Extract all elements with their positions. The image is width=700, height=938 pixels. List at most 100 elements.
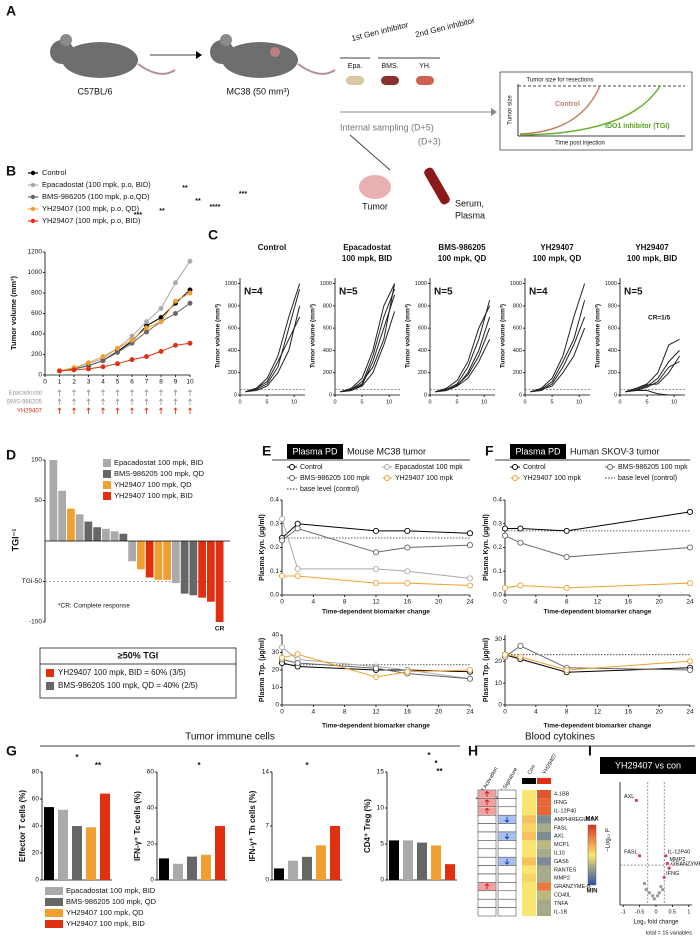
x-tick-label: 0 [523, 399, 526, 405]
sampling-label: Internal sampling (D+5) [340, 122, 434, 132]
bar [93, 527, 101, 541]
header-box [510, 444, 566, 459]
series-line [504, 535, 691, 558]
legend-swatch [30, 170, 36, 176]
pill [381, 76, 399, 85]
y-axis-label: Tumor volume (mm³) [595, 304, 602, 368]
dosing-arrow [159, 398, 163, 405]
y-tick-label: 10 [272, 684, 280, 691]
dosing-arrow [130, 407, 134, 414]
series-line-point [115, 350, 120, 355]
series-line-point [372, 549, 380, 556]
mouse-tail [297, 63, 336, 75]
legend-label: BMS-986205 100 mpk, QD [114, 469, 205, 478]
y-axis-label: Tumor volume (mm³) [500, 304, 507, 368]
y-tick-label: 1000 [605, 281, 617, 287]
x-tick-label: 5 [456, 399, 459, 405]
y-tick-label: 800 [323, 303, 332, 309]
tube-icon [424, 167, 450, 205]
y-tick-label: 30 [495, 636, 503, 643]
cr-label: CR=1/5 [648, 315, 671, 322]
y-tick-label: 10 [495, 680, 503, 687]
animal-line [340, 283, 396, 393]
point [647, 891, 652, 895]
series-line-point [187, 340, 193, 346]
inset-curve [519, 85, 601, 135]
legend-swatch [384, 464, 390, 470]
bar [137, 541, 145, 570]
point-label: GRANZYME-B [671, 862, 700, 868]
row-label: FASL [554, 825, 567, 831]
y-tick-label: 40 [147, 805, 155, 812]
summary-box [39, 647, 237, 699]
legend-swatch [512, 464, 518, 470]
x-tick-label: 10 [186, 379, 194, 386]
x-tick-label: 0 [333, 399, 336, 405]
panel-letter: B [6, 163, 16, 179]
series-line-point [187, 300, 193, 306]
bar [159, 858, 169, 880]
series-line [504, 582, 691, 589]
legend-label: BMS-986205 100 mpk [300, 475, 370, 482]
series-line-point [466, 530, 474, 537]
significance: * [427, 751, 431, 760]
side-cell [497, 898, 517, 908]
y-tick-label: 0.3 [493, 520, 502, 527]
y-tick-label: 0 [519, 392, 522, 398]
dosing-arrow [57, 389, 62, 396]
legend-swatch [45, 887, 63, 895]
dosing-arrow [57, 398, 62, 405]
legend-swatch [512, 475, 518, 481]
header: Human SKOV-3 tumor [570, 446, 660, 456]
y-tick-label: 20 [495, 658, 503, 665]
animal-line [245, 288, 301, 393]
y-tick-label: 0.4 [270, 497, 279, 504]
bar [201, 854, 211, 880]
legend-label: YH29407 100 mpk [395, 475, 453, 482]
bar [215, 826, 225, 880]
x-tick-label: 16 [404, 599, 412, 606]
x-tick-label: 4 [534, 599, 538, 606]
n-label: N=4 [529, 287, 548, 298]
bar [67, 508, 75, 541]
dosing-arrow [159, 407, 163, 414]
bar [44, 807, 54, 880]
n-label: N=5 [434, 287, 453, 298]
bar [172, 541, 180, 584]
heat-cell [522, 857, 536, 866]
serum-label: Plasma [455, 210, 485, 220]
significance: * [305, 761, 309, 770]
series-line-point [466, 575, 474, 582]
y-tick-label: 800 [228, 303, 237, 309]
up-arrow [484, 799, 490, 806]
y-tick-label: 600 [31, 310, 42, 317]
mouse-body [62, 42, 138, 78]
x-tick-label: 12 [594, 709, 602, 716]
series-line-point [501, 584, 509, 591]
x-tick-label: 0 [503, 599, 507, 606]
panel-letter: H [468, 743, 478, 759]
series-line-point [404, 544, 411, 551]
y-tick-label: 20 [147, 841, 155, 848]
legend-label: YH29407 100 mpk [523, 475, 581, 482]
bar [215, 541, 224, 622]
dosing-arrow [72, 407, 76, 414]
side-cell [497, 789, 517, 799]
heat-cell [522, 790, 536, 799]
legend-swatch [607, 464, 613, 470]
legend-label: YH29407 100 mpk, QD [66, 908, 144, 917]
series-line-point [686, 666, 694, 674]
bar [302, 856, 312, 880]
y-tick-label: 1000 [225, 281, 237, 287]
side-cell [477, 865, 497, 875]
y-tick-label: 0 [38, 372, 42, 379]
series-line-point [278, 572, 286, 580]
legend-swatch [103, 492, 111, 500]
down-arrow [504, 858, 510, 865]
x-tick-label: 5 [266, 399, 269, 405]
point [667, 866, 671, 870]
point [656, 894, 660, 898]
bar [173, 863, 183, 880]
panel-letter: A [6, 3, 16, 19]
panel-letter: G [6, 743, 17, 759]
